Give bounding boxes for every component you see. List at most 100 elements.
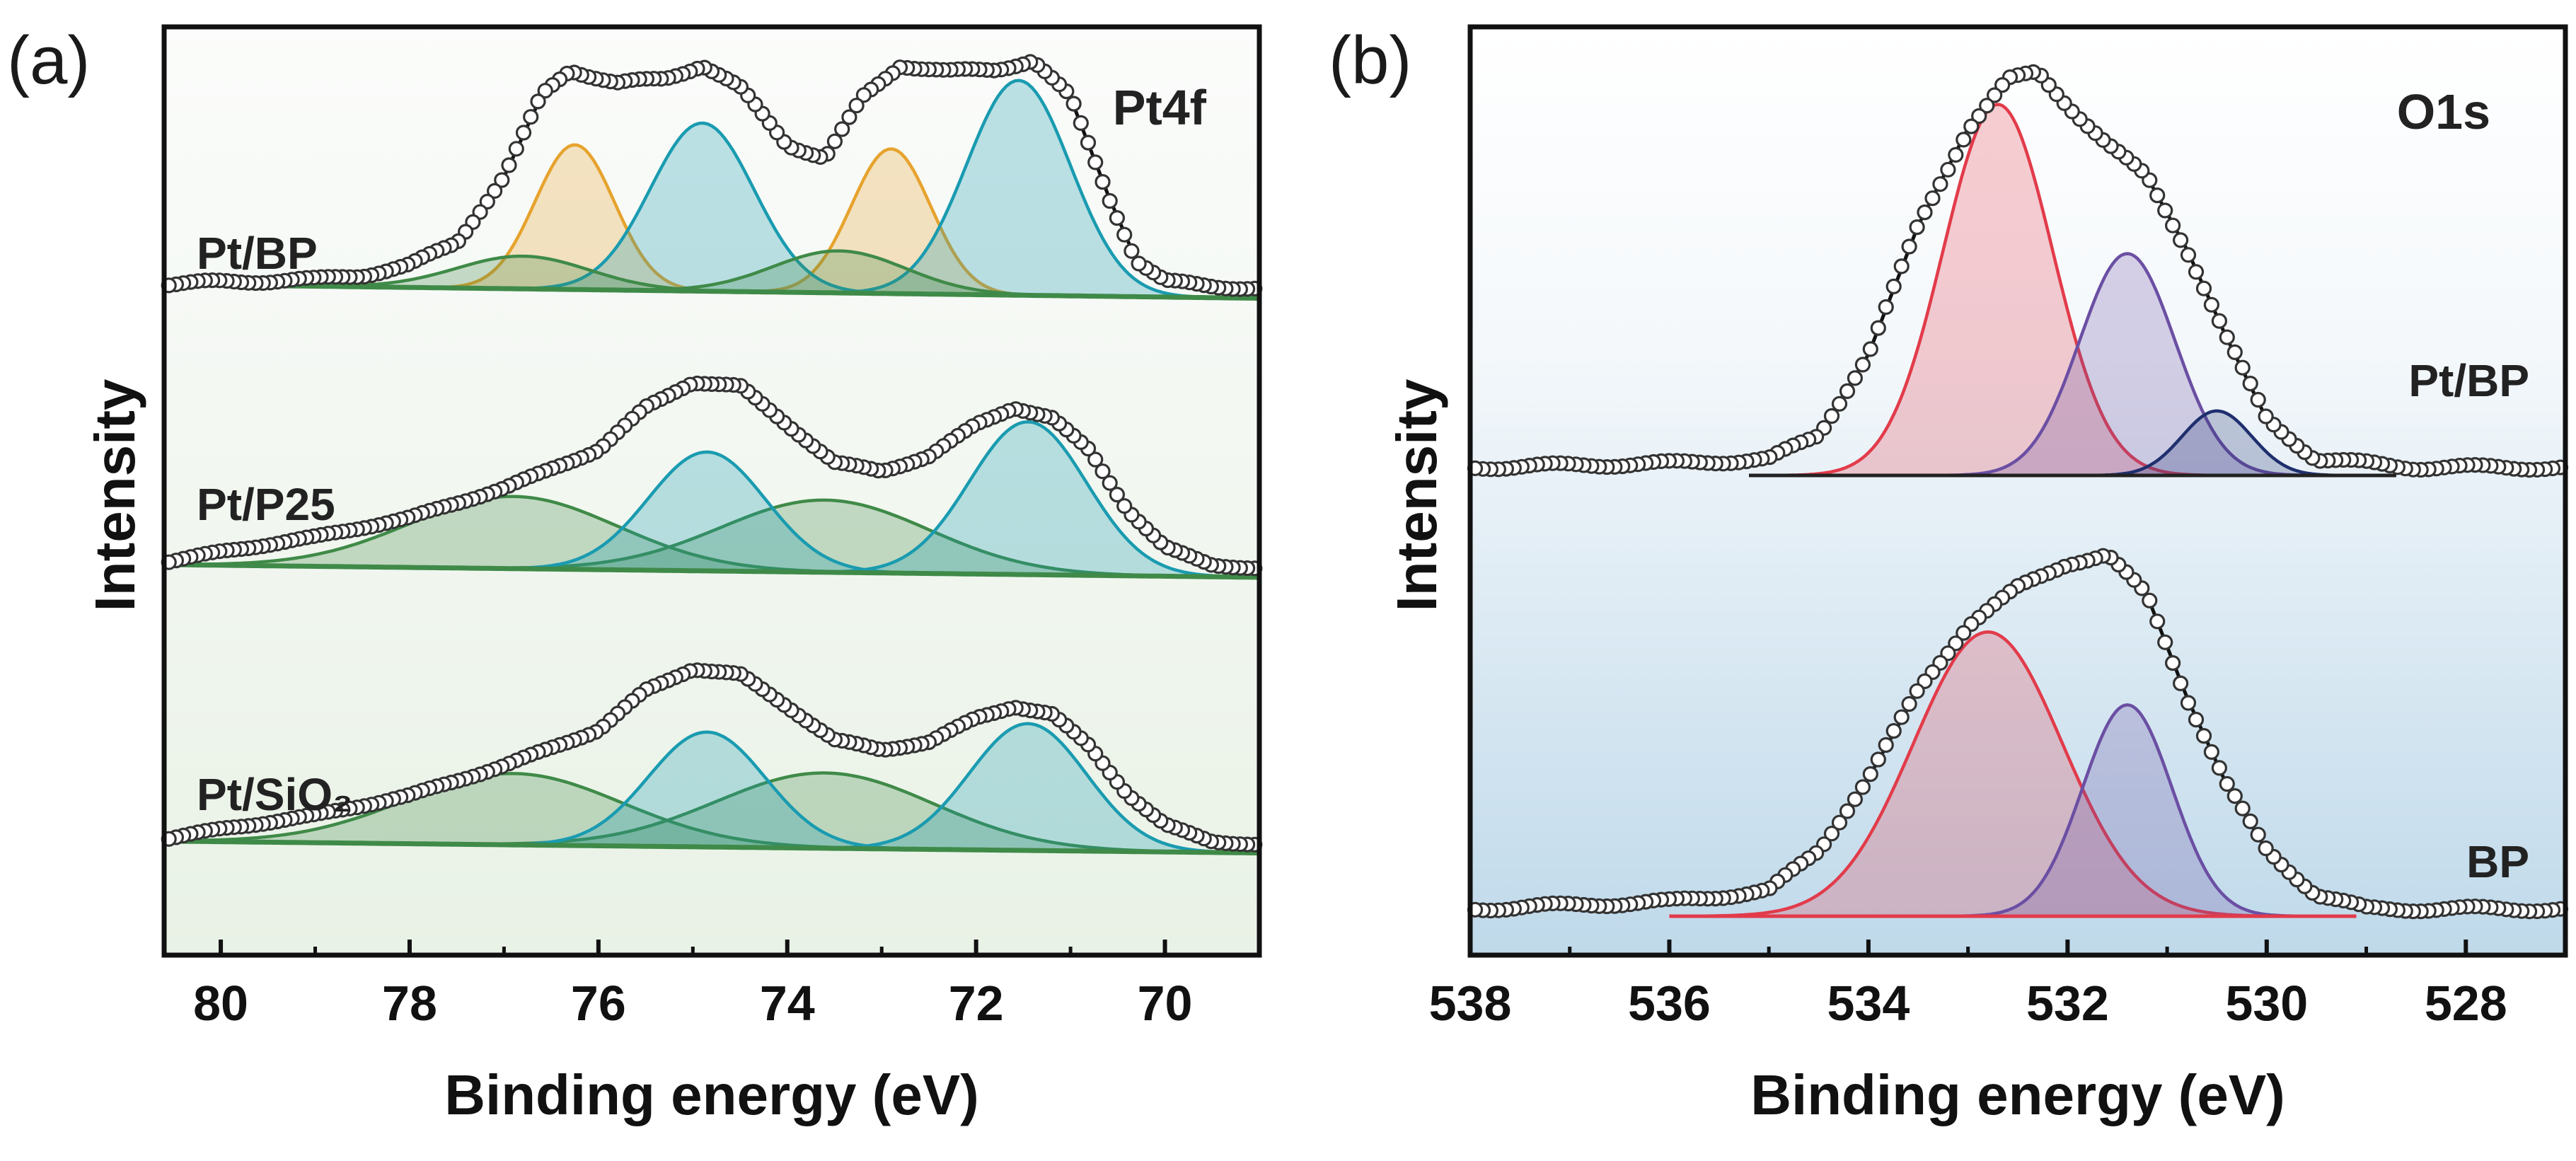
o1s-data-point: [2188, 264, 2205, 280]
panel-a-label: (a): [7, 23, 90, 98]
o1s-data-point: [2165, 654, 2181, 671]
o1s-data-point: [2219, 775, 2235, 792]
pt4f-data-point: [508, 141, 524, 157]
sample-label-pt-p25: Pt/P25: [197, 479, 335, 530]
panel-a-tick-label: 80: [193, 976, 248, 1031]
pt4f-component-fill: [164, 496, 1259, 577]
pt4f-data-point: [523, 109, 539, 125]
panel-b-x-axis-title: Binding energy (eV): [1750, 1063, 2285, 1126]
panel-a-tick-label: 72: [949, 976, 1004, 1031]
o1s-data-point: [2211, 313, 2227, 329]
panel-b-tick-label: 538: [1429, 976, 1512, 1031]
o1s-data-point: [2180, 695, 2197, 711]
pt4f-data-point: [479, 193, 495, 210]
panel-a-ticks: 80 78 76 74 72 70: [193, 940, 1192, 1031]
panel-a-frame: [161, 24, 1262, 958]
pt4f-component-fill: [164, 80, 1259, 299]
pt4f-data-point: [1065, 96, 1082, 112]
o1s-data-point: [1956, 132, 1972, 148]
pt4f-component-fill: [164, 123, 1259, 299]
o1s-component-fill: [1749, 410, 2396, 475]
o1s-data-point: [2157, 634, 2173, 650]
pt4f-data-point: [826, 133, 843, 149]
o1s-trace-2: [1467, 548, 2569, 920]
pt4f-data-point: [537, 83, 553, 99]
o1s-data-point: [1948, 635, 1964, 652]
o1s-data-point: [2142, 592, 2158, 608]
o1s-component-fill: [1669, 632, 2357, 916]
pt4f-component-fill: [164, 723, 1259, 853]
o1s-data-point: [1862, 766, 1878, 782]
pt4f-data-point: [1094, 463, 1111, 480]
pt4f-data-point: [1109, 486, 1126, 503]
o1s-data-point: [1823, 826, 1840, 842]
pt4f-data-point: [501, 157, 517, 173]
pt4f-component-fill: [164, 499, 1259, 577]
panel-b-tick-label: 536: [1628, 976, 1711, 1031]
panel-a-core-level: Pt4f: [1113, 80, 1207, 135]
pt4f-trace-1: [161, 54, 1263, 301]
o1s-data-point: [2173, 675, 2189, 692]
panel-b-plot-area: [1467, 64, 2569, 920]
pt4f-data-point: [1102, 475, 1118, 491]
pt4f-trace-3: [161, 662, 1263, 856]
o1s-data-point: [1831, 395, 1848, 412]
o1s-data-point: [2219, 329, 2235, 345]
o1s-data-point: [2195, 280, 2212, 296]
pt4f-trace-2: [161, 375, 1263, 580]
panel-a-x-axis-title: Binding energy (eV): [444, 1063, 979, 1126]
pt4f-component-fill: [164, 451, 1259, 577]
panel-b-tick-label: 534: [1827, 976, 1910, 1031]
panel-b-ticks: 538 536 534 532 530 528: [1429, 940, 2507, 1031]
panel-a-tick-label: 70: [1138, 976, 1193, 1031]
o1s-data-point: [1839, 383, 1856, 400]
o1s-data-point: [1870, 320, 1886, 336]
o1s-data-point: [1948, 146, 1964, 163]
o1s-data-point: [2157, 202, 2173, 219]
panel-a: 80 78 76 74 72 70 (a) Pt4f Intensity Binding …: [7, 23, 1263, 1126]
panel-a-plot-area: [161, 54, 1263, 856]
sample-label-b-pt-bp: Pt/BP: [2408, 355, 2529, 406]
o1s-data-point: [1893, 258, 1910, 275]
o1s-data-point: [1901, 238, 1917, 255]
o1s-data-point: [1823, 408, 1840, 424]
panel-b-label: (b): [1329, 23, 1411, 98]
panel-b-frame: [1467, 24, 2568, 958]
o1s-data-point: [1885, 278, 1902, 294]
o1s-data-point: [2173, 232, 2189, 248]
pt4f-component-fill: [164, 422, 1259, 577]
o1s-data-point: [2203, 296, 2219, 313]
pt4f-data-point: [834, 121, 850, 137]
o1s-data-point: [2258, 408, 2274, 424]
panel-b-tick-label: 528: [2425, 976, 2507, 1031]
o1s-trace-1: [1467, 64, 2569, 478]
o1s-data-point: [1917, 204, 1933, 221]
o1s-data-point: [1839, 803, 1856, 819]
pt4f-data-point: [1087, 154, 1104, 171]
pt4f-data-point: [848, 98, 865, 114]
o1s-data-point: [1971, 108, 1987, 125]
pt4f-data-point: [494, 172, 510, 188]
o1s-data-point: [1979, 98, 1995, 114]
pt4f-baseline: [163, 838, 1260, 856]
o1s-data-point: [2226, 344, 2243, 360]
panel-b-y-axis-title: Intensity: [1385, 379, 1448, 611]
o1s-data-point: [1862, 341, 1878, 357]
o1s-data-point: [2203, 744, 2219, 761]
o1s-data-point: [1854, 357, 1871, 373]
pt4f-data-point: [1131, 255, 1147, 272]
sample-label-pt-bp: Pt/BP: [197, 228, 318, 279]
pt4f-baseline: [163, 282, 1260, 301]
pt4f-data-point: [1102, 192, 1118, 209]
o1s-data-point: [1963, 118, 1980, 134]
o1s-data-point: [1870, 751, 1886, 768]
panel-b-tick-label: 532: [2026, 976, 2109, 1031]
o1s-data-point: [2188, 711, 2205, 728]
o1s-data-point: [1909, 683, 1925, 699]
o1s-data-point: [1909, 219, 1925, 236]
panel-b-background: [1470, 27, 2565, 955]
sample-label-b-bp: BP: [2466, 836, 2529, 887]
o1s-data-point: [2226, 787, 2243, 804]
o1s-data-point: [2165, 217, 2181, 233]
